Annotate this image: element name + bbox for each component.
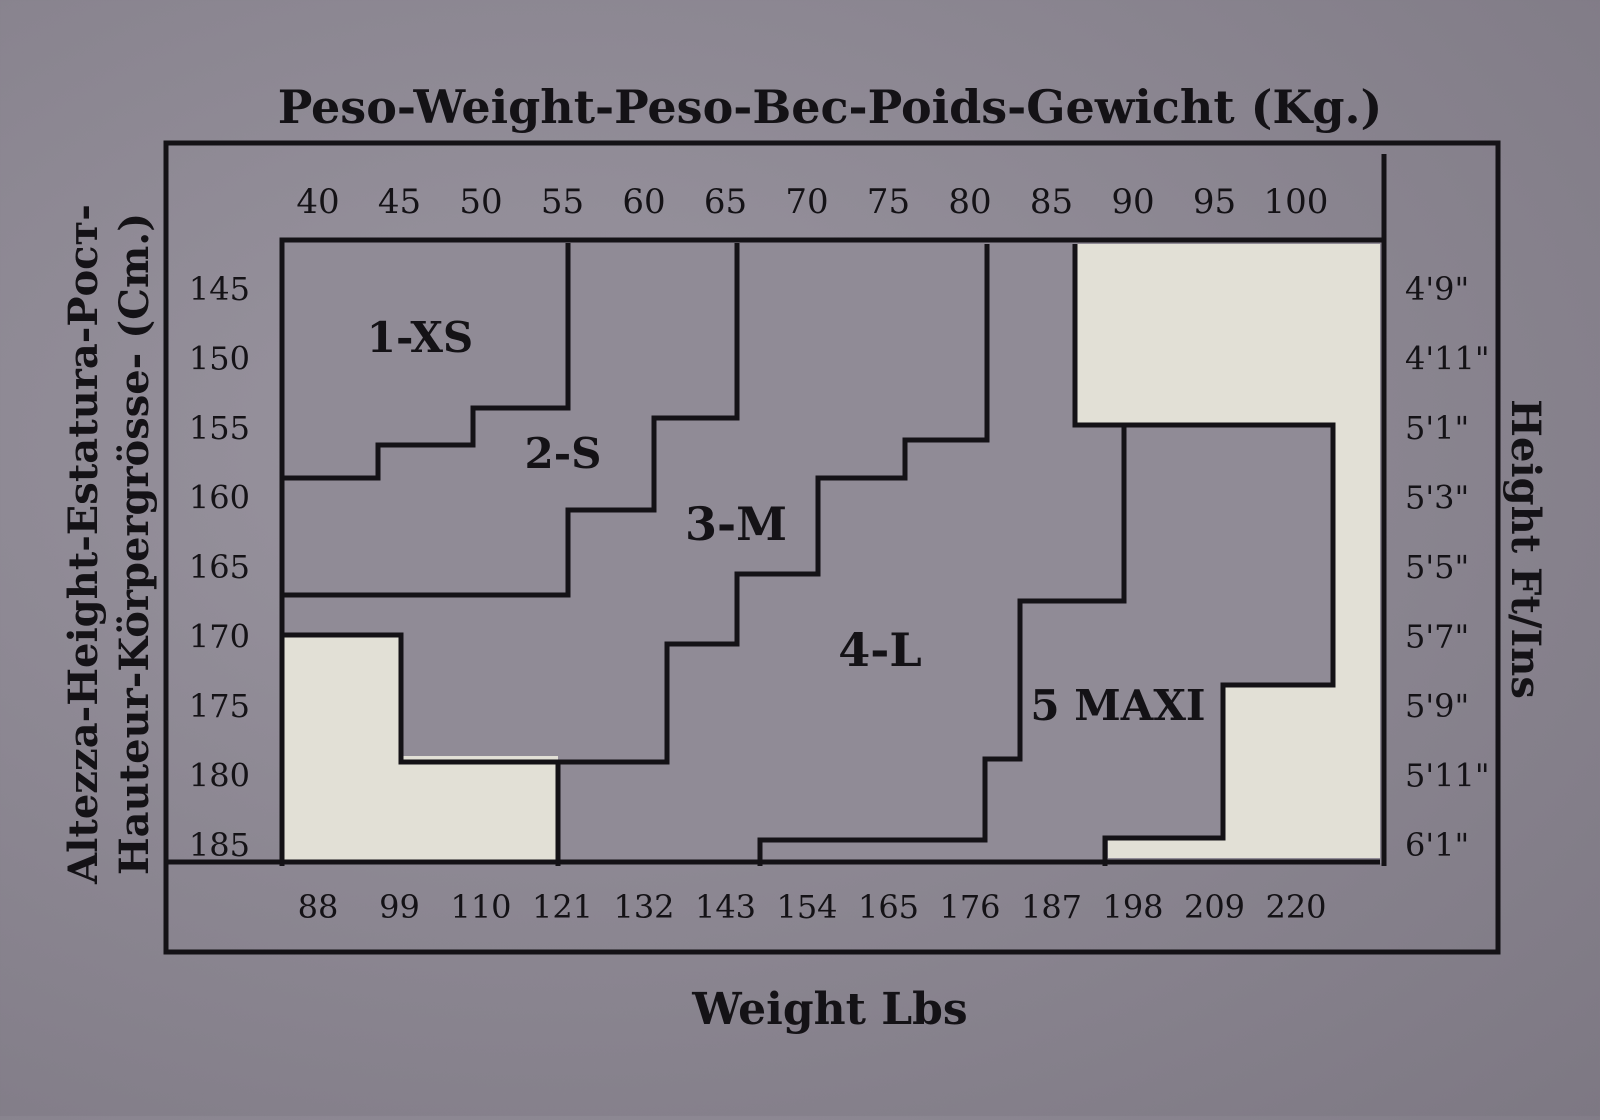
cm-tick-label: 160	[189, 479, 250, 517]
lbs-tick-label: 220	[1265, 888, 1326, 926]
ft-tick-label: 5'7"	[1405, 618, 1469, 656]
ft-tick-label: 5'5"	[1405, 548, 1469, 586]
y-axis-label-left-line1: Altezza-Height-Estatura-Рост-	[60, 204, 107, 885]
lbs-tick-label: 187	[1021, 888, 1082, 926]
boundary-xs-s	[284, 243, 571, 481]
kg-tick-label: 95	[1193, 182, 1236, 222]
out-of-range-area-top-right	[1075, 244, 1380, 858]
ft-tick-label: 4'11"	[1405, 340, 1490, 378]
kg-tick-label: 70	[785, 182, 828, 222]
lbs-tick-label: 88	[298, 888, 339, 926]
ft-tick-label: 5'1"	[1405, 409, 1469, 447]
cm-tick-label: 165	[189, 548, 250, 586]
kg-tick-label: 100	[1264, 182, 1329, 222]
cm-tick-label: 185	[189, 826, 250, 864]
ft-tick-label: 5'3"	[1405, 479, 1469, 517]
boundary-s-m	[284, 243, 740, 598]
kg-tick-label: 60	[622, 182, 665, 222]
ft-tick-label: 4'9"	[1405, 270, 1469, 308]
lbs-tick-label: 121	[532, 888, 593, 926]
lbs-tick-label: 198	[1102, 888, 1163, 926]
lbs-tick-label: 99	[379, 888, 420, 926]
kg-tick-label: 50	[459, 182, 502, 222]
kg-tick-label: 65	[704, 182, 747, 222]
size-label-xs: 1-XS	[367, 313, 474, 362]
ft-tick-label: 5'9"	[1405, 687, 1469, 725]
lbs-tick-label: 110	[450, 888, 511, 926]
cm-tick-label: 180	[189, 757, 250, 795]
chart-title: Peso-Weight-Peso-Bec-Poids-Gewicht (Kg.)	[278, 80, 1383, 134]
boundary-maxi-outer	[1102, 422, 1336, 866]
kg-tick-label: 80	[948, 182, 991, 222]
x-axis-label-lbs: Weight Lbs	[691, 984, 967, 1035]
cm-tick-label: 155	[189, 409, 250, 447]
kg-tick-label: 75	[867, 182, 910, 222]
lbs-tick-label: 176	[939, 888, 1000, 926]
out-of-range-area-bottom-left	[284, 635, 558, 862]
cm-tick-label: 150	[189, 340, 250, 378]
lbs-tick-label: 209	[1184, 888, 1245, 926]
cm-tick-label: 175	[189, 687, 250, 725]
kg-tick-label: 85	[1030, 182, 1073, 222]
kg-tick-label: 40	[296, 182, 339, 222]
lbs-tick-label: 154	[776, 888, 837, 926]
size-label-s: 2-S	[525, 429, 602, 478]
lbs-tick-label: 165	[858, 888, 919, 926]
ft-tick-label: 6'1"	[1405, 826, 1469, 864]
kg-tick-label: 45	[378, 182, 421, 222]
ft-tick-label: 5'11"	[1405, 757, 1490, 795]
lbs-tick-label: 143	[695, 888, 756, 926]
boundary-m-l	[284, 244, 990, 765]
y-axis-label-left-line2: Hauteur-Körpergrösse- (Cm.)	[111, 213, 158, 875]
kg-tick-label: 55	[541, 182, 584, 222]
size-label-maxi: 5 MAXI	[1030, 681, 1205, 730]
lbs-tick-label: 132	[613, 888, 674, 926]
tick-labels: 40 45 50 55 60 65 70 75 80 85 90 95 100 88 99 110 121 132…	[189, 182, 1490, 926]
size-label-m: 3-M	[685, 497, 787, 551]
kg-tick-label: 90	[1111, 182, 1154, 222]
boundary-l-maxi	[757, 244, 1127, 866]
cm-tick-label: 170	[189, 618, 250, 656]
y-axis-label-right: Height Ft/Ins	[1502, 399, 1549, 699]
size-label-l: 4-L	[838, 623, 921, 677]
outer-frame	[163, 140, 1501, 955]
cm-tick-label: 145	[189, 270, 250, 308]
